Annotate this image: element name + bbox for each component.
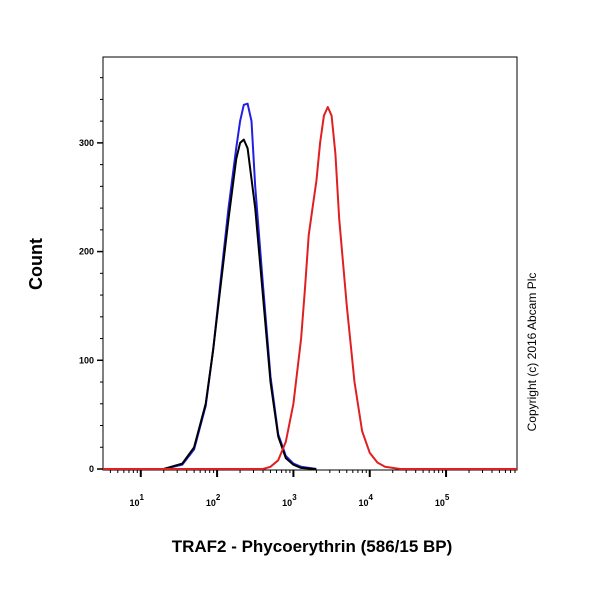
x-tick-label: 101 [130,493,145,508]
x-tick-label: 103 [282,493,297,508]
y-tick-label: 300 [79,138,94,148]
x-tick-exponent: 1 [140,493,145,502]
plot-frame [102,56,518,471]
x-tick-exponent: 4 [369,493,374,502]
copyright-annotation: Copyright (c) 2016 Abcam Plc [525,273,539,432]
x-tick-base: 10 [435,498,445,508]
y-axis-label: Count [26,238,46,290]
histogram-series-1 [163,138,317,470]
y-tick-label: 0 [89,464,94,474]
x-tick-exponent: 3 [292,493,297,502]
x-tick-base: 10 [130,498,140,508]
x-tick-base: 10 [359,498,369,508]
y-tick-label: 200 [79,247,94,257]
x-axis-label: TRAF2 - Phycoerythrin (586/15 BP) [172,537,453,556]
x-tick-exponent: 5 [445,493,450,502]
x-tick-base: 10 [282,498,292,508]
x-tick-label: 105 [435,493,450,508]
x-tick-exponent: 2 [216,493,221,502]
x-tick-label: 102 [206,493,221,508]
histogram-series-2 [103,106,517,470]
x-tick-base: 10 [206,498,216,508]
x-tick-label: 104 [359,493,374,508]
y-tick-label: 100 [79,355,94,365]
